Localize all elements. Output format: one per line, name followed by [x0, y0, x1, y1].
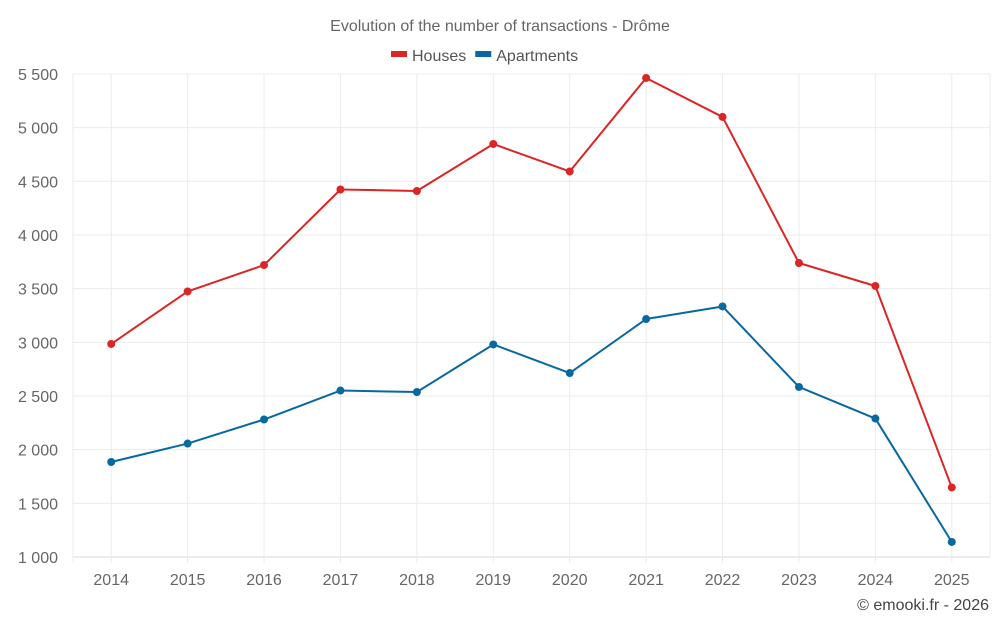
- legend: Houses Apartments: [391, 48, 578, 65]
- x-tick-label: 2019: [475, 572, 511, 589]
- data-point[interactable]: [947, 537, 956, 546]
- data-point[interactable]: [794, 382, 803, 391]
- data-point[interactable]: [183, 287, 192, 296]
- data-point[interactable]: [947, 483, 956, 492]
- legend-label: Houses: [412, 48, 466, 65]
- legend-item-houses[interactable]: Houses: [391, 48, 466, 65]
- x-tick-label: 2021: [628, 572, 664, 589]
- data-point[interactable]: [412, 186, 421, 195]
- y-tick-label: 4 500: [18, 174, 58, 191]
- x-tick-label: 2017: [323, 572, 359, 589]
- x-tick-label: 2014: [93, 572, 129, 589]
- chart-title: Evolution of the number of transactions …: [330, 18, 670, 35]
- data-point[interactable]: [336, 185, 345, 194]
- data-point[interactable]: [642, 315, 651, 324]
- x-tick-label: 2023: [781, 572, 817, 589]
- x-axis: 2014 2015 2016 2017 2018 2019 2020 2021 2022 2023…: [93, 572, 969, 589]
- x-tick-label: 2018: [399, 572, 435, 589]
- y-tick-label: 1 000: [18, 550, 58, 567]
- legend-label: Apartments: [496, 48, 578, 65]
- series-line-apartments: [110, 305, 953, 543]
- data-point[interactable]: [183, 439, 192, 448]
- data-point[interactable]: [260, 261, 269, 270]
- grid: [72, 73, 991, 563]
- data-point[interactable]: [565, 167, 574, 176]
- data-point[interactable]: [565, 369, 574, 378]
- y-tick-label: 4 000: [18, 228, 58, 245]
- x-tick-label: 2016: [246, 572, 282, 589]
- x-tick-label: 2015: [170, 572, 206, 589]
- x-tick-label: 2025: [934, 572, 970, 589]
- data-point[interactable]: [718, 112, 727, 121]
- data-point[interactable]: [794, 259, 803, 268]
- y-tick-label: 2 500: [18, 389, 58, 406]
- data-point[interactable]: [489, 139, 498, 148]
- x-tick-label: 2022: [705, 572, 741, 589]
- data-point[interactable]: [489, 340, 498, 349]
- legend-swatch: [391, 51, 407, 57]
- data-point[interactable]: [107, 458, 116, 467]
- y-tick-label: 2 000: [18, 443, 58, 460]
- series-apartments: [107, 302, 956, 546]
- data-point[interactable]: [642, 73, 651, 82]
- legend-swatch: [475, 51, 492, 57]
- series-group: [107, 73, 956, 546]
- y-tick-label: 5 500: [18, 67, 58, 84]
- data-point[interactable]: [412, 388, 421, 397]
- y-tick-label: 5 000: [18, 121, 58, 138]
- x-tick-label: 2024: [858, 572, 894, 589]
- data-point[interactable]: [260, 415, 269, 424]
- series-line-houses: [110, 76, 953, 488]
- data-point[interactable]: [718, 302, 727, 311]
- x-tick-label: 2020: [552, 572, 588, 589]
- y-tick-label: 3 500: [18, 282, 58, 299]
- data-point[interactable]: [871, 414, 880, 423]
- y-tick-label: 3 000: [18, 335, 58, 352]
- credit-text: © emooki.fr - 2026: [857, 597, 989, 614]
- data-point[interactable]: [107, 339, 116, 348]
- series-houses: [107, 73, 956, 492]
- data-point[interactable]: [336, 386, 345, 395]
- data-point[interactable]: [871, 281, 880, 290]
- legend-item-apartments[interactable]: Apartments: [475, 48, 578, 65]
- y-tick-label: 1 500: [18, 496, 58, 513]
- y-axis: 1 000 1 500 2 000 2 500 3 000 3 500 4 000 4 500…: [18, 67, 58, 567]
